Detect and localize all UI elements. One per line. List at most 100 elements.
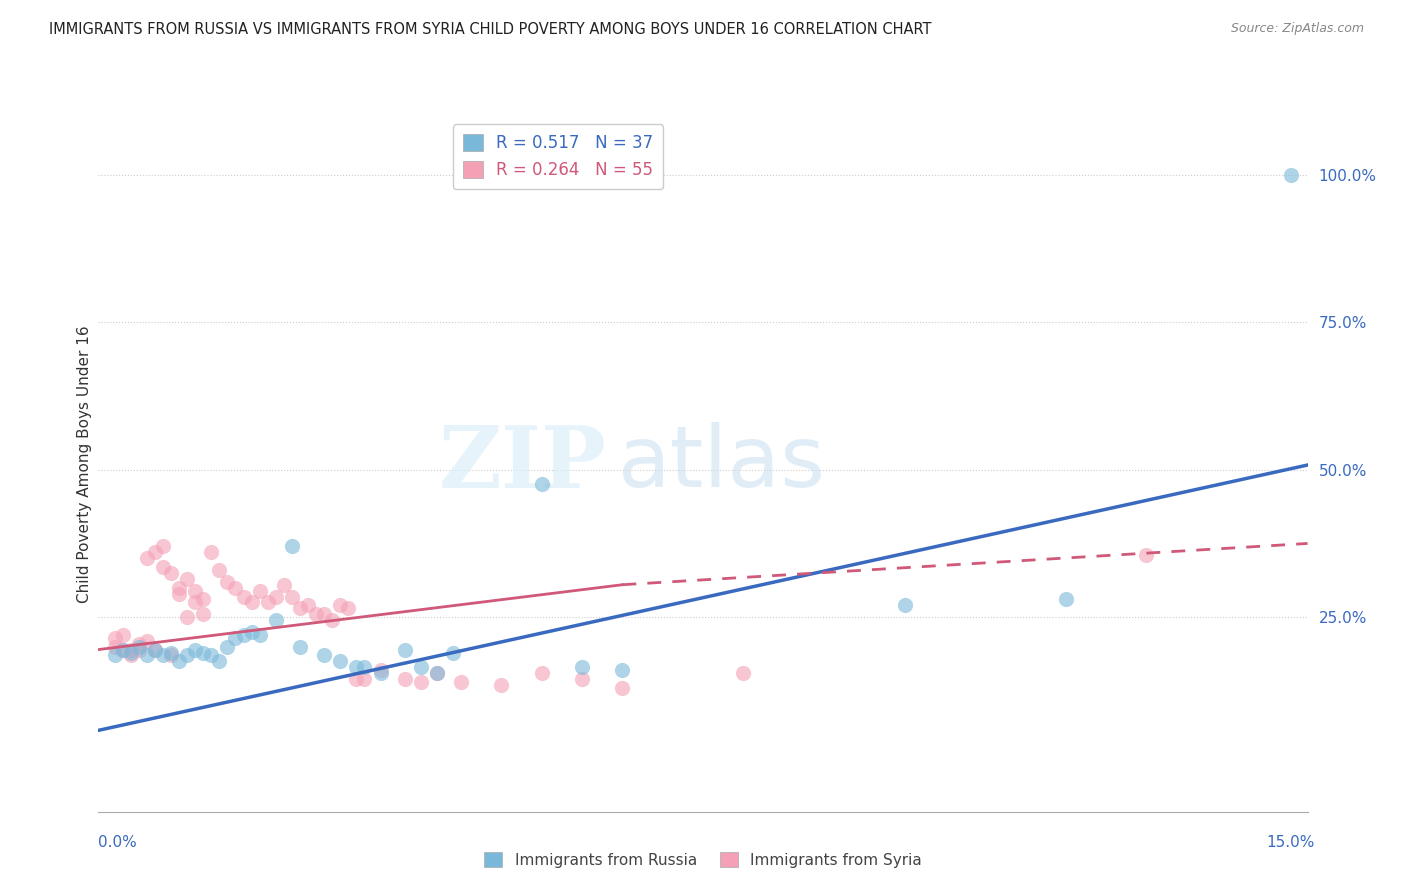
Point bbox=[167, 654, 190, 668]
Point bbox=[530, 477, 553, 491]
Point bbox=[128, 640, 150, 654]
Point bbox=[176, 610, 198, 624]
Point bbox=[176, 572, 198, 586]
Legend: Immigrants from Russia, Immigrants from Syria: Immigrants from Russia, Immigrants from … bbox=[478, 846, 928, 873]
Point bbox=[120, 642, 142, 657]
Point bbox=[530, 666, 553, 681]
Point bbox=[394, 642, 416, 657]
Point bbox=[370, 663, 392, 677]
Point bbox=[394, 672, 416, 686]
Point bbox=[135, 633, 157, 648]
Point bbox=[353, 672, 375, 686]
Text: 0.0%: 0.0% bbox=[98, 836, 138, 850]
Point bbox=[344, 660, 367, 674]
Point bbox=[200, 545, 222, 559]
Point bbox=[256, 595, 278, 609]
Point bbox=[733, 666, 755, 681]
Point bbox=[111, 642, 134, 657]
Point bbox=[305, 607, 328, 622]
Point bbox=[143, 642, 166, 657]
Point bbox=[281, 590, 304, 604]
Point bbox=[491, 678, 513, 692]
Point bbox=[329, 599, 352, 613]
Point bbox=[152, 648, 174, 663]
Text: ZIP: ZIP bbox=[439, 422, 606, 506]
Text: Source: ZipAtlas.com: Source: ZipAtlas.com bbox=[1230, 22, 1364, 36]
Point bbox=[571, 660, 593, 674]
Point bbox=[409, 675, 432, 690]
Point bbox=[450, 675, 472, 690]
Point bbox=[184, 642, 207, 657]
Point bbox=[224, 631, 246, 645]
Point bbox=[217, 640, 239, 654]
Point bbox=[314, 607, 336, 622]
Point bbox=[193, 646, 215, 660]
Y-axis label: Child Poverty Among Boys Under 16: Child Poverty Among Boys Under 16 bbox=[77, 325, 91, 603]
Point bbox=[370, 666, 392, 681]
Point bbox=[135, 648, 157, 663]
Point bbox=[103, 648, 125, 663]
Point bbox=[612, 681, 634, 695]
Point bbox=[329, 654, 352, 668]
Point bbox=[111, 642, 134, 657]
Point bbox=[200, 648, 222, 663]
Point bbox=[893, 599, 915, 613]
Point bbox=[135, 551, 157, 566]
Point bbox=[103, 631, 125, 645]
Point bbox=[128, 637, 150, 651]
Point bbox=[120, 648, 142, 663]
Point bbox=[249, 628, 271, 642]
Point bbox=[143, 545, 166, 559]
Point bbox=[409, 660, 432, 674]
Point bbox=[1135, 548, 1157, 562]
Point bbox=[264, 590, 287, 604]
Point bbox=[103, 640, 125, 654]
Point bbox=[1281, 168, 1303, 182]
Text: IMMIGRANTS FROM RUSSIA VS IMMIGRANTS FROM SYRIA CHILD POVERTY AMONG BOYS UNDER 1: IMMIGRANTS FROM RUSSIA VS IMMIGRANTS FRO… bbox=[49, 22, 932, 37]
Point bbox=[128, 642, 150, 657]
Point bbox=[281, 540, 304, 554]
Point bbox=[314, 648, 336, 663]
Point bbox=[152, 540, 174, 554]
Point bbox=[612, 663, 634, 677]
Point bbox=[217, 574, 239, 589]
Point bbox=[344, 672, 367, 686]
Point bbox=[249, 583, 271, 598]
Point bbox=[1054, 592, 1077, 607]
Point bbox=[167, 586, 190, 600]
Point bbox=[232, 628, 254, 642]
Point bbox=[160, 566, 183, 580]
Point bbox=[288, 601, 311, 615]
Point bbox=[240, 595, 263, 609]
Point bbox=[240, 624, 263, 639]
Point bbox=[297, 599, 319, 613]
Point bbox=[193, 592, 215, 607]
Point bbox=[426, 666, 449, 681]
Point bbox=[321, 613, 343, 627]
Point bbox=[152, 560, 174, 574]
Point bbox=[208, 563, 231, 577]
Point bbox=[232, 590, 254, 604]
Point bbox=[273, 578, 295, 592]
Point bbox=[264, 613, 287, 627]
Point bbox=[167, 581, 190, 595]
Point bbox=[208, 654, 231, 668]
Point bbox=[337, 601, 360, 615]
Point bbox=[193, 607, 215, 622]
Point bbox=[160, 648, 183, 663]
Point bbox=[441, 646, 464, 660]
Point bbox=[288, 640, 311, 654]
Point bbox=[111, 628, 134, 642]
Point bbox=[160, 646, 183, 660]
Point bbox=[571, 672, 593, 686]
Point bbox=[120, 646, 142, 660]
Point bbox=[143, 642, 166, 657]
Point bbox=[184, 595, 207, 609]
Point bbox=[176, 648, 198, 663]
Point bbox=[426, 666, 449, 681]
Point bbox=[184, 583, 207, 598]
Text: 15.0%: 15.0% bbox=[1267, 836, 1315, 850]
Text: atlas: atlas bbox=[619, 422, 827, 506]
Point bbox=[224, 581, 246, 595]
Point bbox=[353, 660, 375, 674]
